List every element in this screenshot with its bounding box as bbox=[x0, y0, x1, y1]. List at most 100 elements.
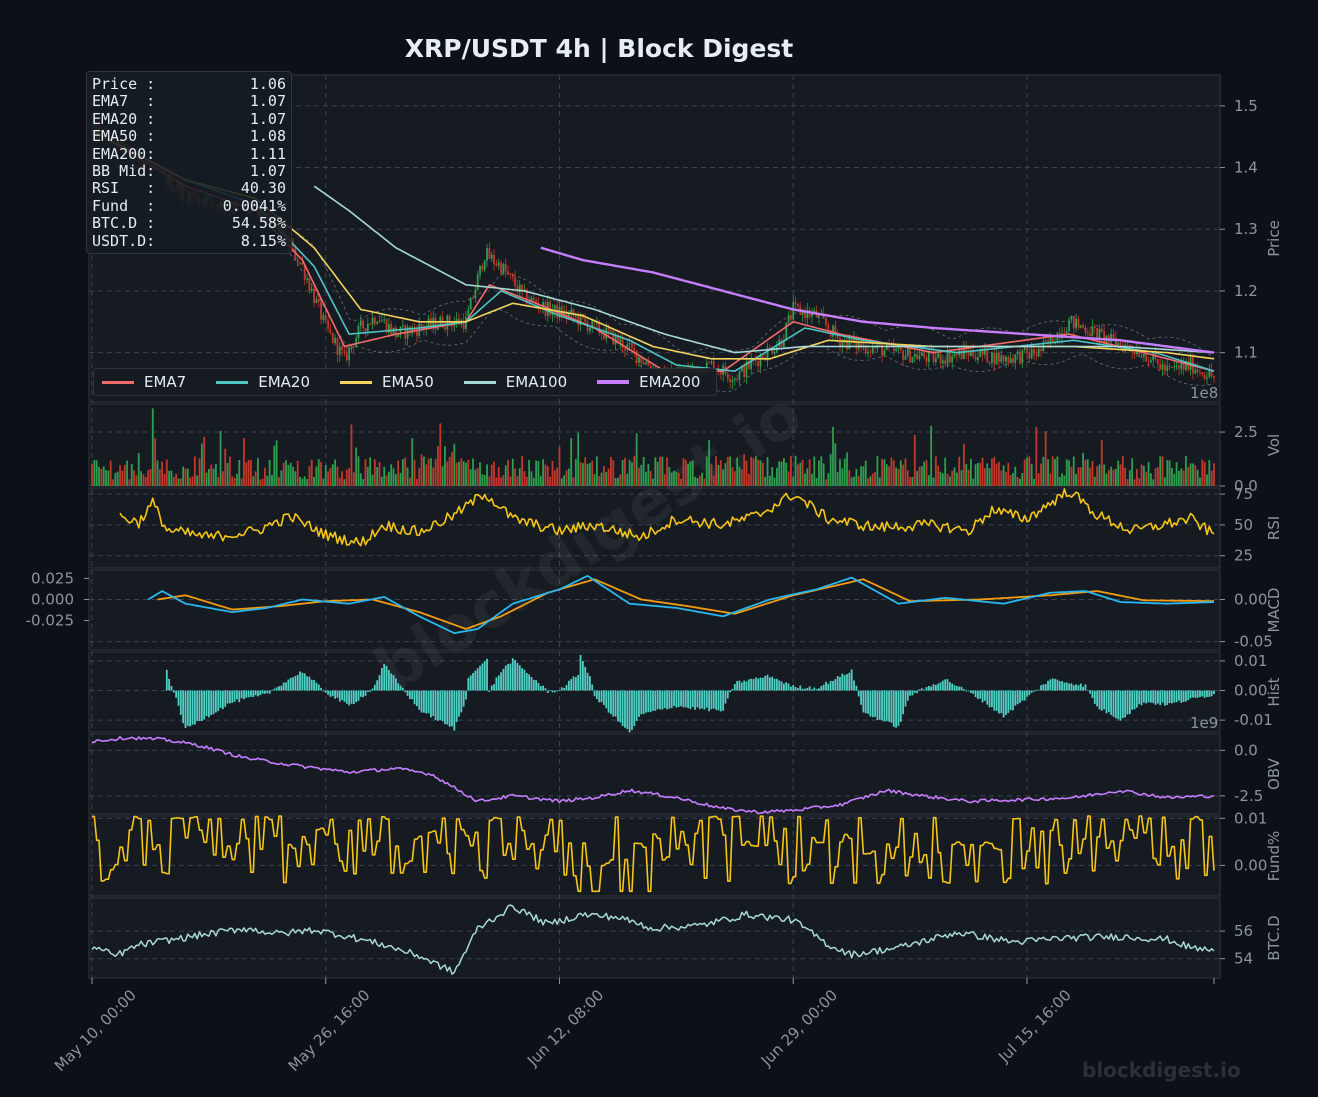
volume-bar bbox=[1114, 468, 1117, 486]
volume-bar bbox=[296, 460, 299, 486]
histogram-bar bbox=[427, 690, 430, 714]
histogram-bar bbox=[991, 690, 993, 708]
histogram-bar bbox=[635, 690, 638, 721]
legend-item-ema50: EMA50 bbox=[340, 373, 434, 391]
legend-swatch bbox=[216, 380, 249, 384]
volume-bar bbox=[126, 460, 128, 486]
histogram-bar bbox=[729, 690, 732, 693]
info-row-funding: Fund : 0.0041% bbox=[92, 197, 286, 215]
volume-bar bbox=[378, 462, 381, 486]
histogram-bar bbox=[654, 690, 657, 711]
histogram-bar bbox=[1075, 684, 1077, 691]
volume-bar bbox=[995, 463, 998, 486]
histogram-bar bbox=[885, 690, 888, 722]
histogram-bar bbox=[275, 687, 278, 691]
histogram-bar bbox=[1138, 690, 1141, 705]
histogram-bar bbox=[168, 678, 171, 691]
volume-bar bbox=[399, 472, 402, 486]
volume-bar bbox=[876, 456, 879, 486]
volume-bar bbox=[243, 438, 245, 486]
candle-body bbox=[617, 334, 619, 343]
volume-bar bbox=[369, 457, 372, 486]
histogram-bar bbox=[525, 673, 528, 691]
histogram-bar bbox=[993, 690, 996, 711]
volume-bar bbox=[1185, 455, 1187, 486]
histogram-bar bbox=[640, 690, 643, 715]
volume-bar bbox=[116, 471, 119, 486]
candle-body bbox=[1054, 343, 1056, 345]
volume-bar bbox=[1026, 457, 1028, 486]
histogram-bar bbox=[932, 684, 935, 691]
volume-bar bbox=[687, 463, 689, 486]
candle-body bbox=[1084, 327, 1087, 333]
candle-body bbox=[579, 314, 582, 325]
volume-bar bbox=[1014, 466, 1017, 486]
histogram-bar bbox=[532, 679, 535, 691]
histogram-bar bbox=[998, 690, 1000, 714]
volume-bar bbox=[960, 470, 963, 486]
volume-bar bbox=[1121, 456, 1124, 486]
histogram-bar bbox=[953, 685, 956, 691]
candle-body bbox=[918, 355, 921, 360]
histogram-bar bbox=[1091, 690, 1094, 698]
volume-bar bbox=[240, 478, 243, 486]
volume-bar bbox=[222, 471, 224, 486]
histogram-bar bbox=[916, 690, 919, 694]
candle-body bbox=[932, 351, 935, 363]
volume-bar bbox=[453, 443, 456, 486]
histogram-bar bbox=[876, 690, 879, 721]
volume-bar bbox=[105, 469, 107, 486]
candle-body bbox=[359, 320, 362, 326]
candle-body bbox=[1030, 348, 1033, 359]
volume-bar bbox=[1047, 459, 1049, 486]
histogram-bar bbox=[757, 678, 760, 691]
candle-body bbox=[962, 347, 965, 359]
volume-bar bbox=[165, 459, 168, 486]
volume-bar bbox=[862, 466, 865, 486]
histogram-bar bbox=[392, 674, 395, 691]
y-tick-label: 0.01 bbox=[1234, 652, 1267, 670]
histogram-bar bbox=[369, 690, 372, 692]
histogram-bar bbox=[553, 690, 556, 693]
volume-bar bbox=[951, 470, 954, 486]
candle-body bbox=[331, 332, 334, 344]
volume-bar bbox=[196, 475, 199, 486]
volume-bar bbox=[551, 460, 554, 486]
volume-bar bbox=[869, 476, 872, 486]
histogram-bar bbox=[904, 690, 907, 707]
volume-bar bbox=[1192, 463, 1194, 486]
histogram-bar bbox=[1128, 690, 1131, 715]
volume-bar bbox=[273, 445, 276, 486]
volume-bar bbox=[205, 472, 208, 486]
histogram-bar bbox=[441, 690, 444, 722]
volume-bar bbox=[427, 458, 430, 486]
histogram-bar bbox=[1140, 690, 1143, 706]
volume-bar bbox=[537, 461, 540, 486]
histogram-bar bbox=[955, 686, 958, 691]
volume-bar bbox=[722, 469, 725, 486]
histogram-bar bbox=[883, 690, 886, 722]
volume-bar bbox=[698, 475, 701, 486]
indicator-info-box: Price : 1.06 EMA7 : 1.07 EMA20 : 1.07 EMA50… bbox=[86, 71, 292, 254]
volume-bar bbox=[666, 457, 668, 486]
histogram-bar bbox=[357, 690, 360, 701]
histogram-bar bbox=[490, 685, 493, 691]
histogram-bar bbox=[1161, 690, 1164, 703]
volume-bar bbox=[397, 460, 400, 486]
volume-bar bbox=[495, 477, 498, 486]
candle-body bbox=[1086, 332, 1089, 334]
volume-bar bbox=[437, 446, 439, 486]
volume-bar bbox=[123, 464, 126, 486]
candle-body bbox=[878, 344, 881, 346]
volume-bar bbox=[754, 456, 757, 486]
volume-bar bbox=[1142, 465, 1145, 486]
histogram-bar bbox=[418, 690, 421, 710]
histogram-bar bbox=[862, 690, 865, 713]
volume-bar bbox=[565, 470, 568, 486]
volume-bar bbox=[885, 464, 888, 486]
volume-bar bbox=[766, 457, 769, 486]
histogram-bar bbox=[848, 672, 851, 691]
y-tick-label: 1.4 bbox=[1234, 159, 1258, 177]
histogram-bar bbox=[278, 686, 280, 691]
histogram-bar bbox=[268, 690, 271, 694]
